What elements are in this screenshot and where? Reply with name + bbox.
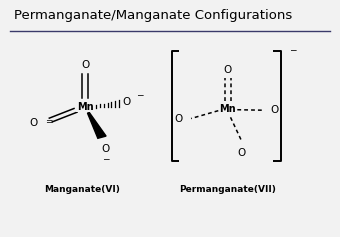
- Text: −: −: [102, 154, 109, 163]
- Text: −: −: [289, 45, 296, 54]
- Text: O: O: [122, 97, 131, 107]
- Text: O: O: [101, 144, 109, 154]
- Text: O: O: [30, 118, 38, 128]
- Text: O: O: [224, 65, 232, 75]
- Text: −: −: [136, 90, 144, 99]
- Text: O: O: [174, 114, 183, 123]
- Text: Mn: Mn: [220, 104, 236, 114]
- Text: O: O: [237, 148, 245, 158]
- Text: O: O: [271, 105, 279, 115]
- Text: =: =: [45, 118, 52, 127]
- Text: Permanganate(VII): Permanganate(VII): [180, 185, 276, 194]
- Text: Manganate(VI): Manganate(VI): [44, 185, 120, 194]
- Polygon shape: [87, 113, 106, 138]
- Text: O: O: [81, 60, 89, 70]
- Text: Mn: Mn: [77, 102, 93, 112]
- Text: Permanganate/Manganate Configurations: Permanganate/Manganate Configurations: [14, 9, 292, 23]
